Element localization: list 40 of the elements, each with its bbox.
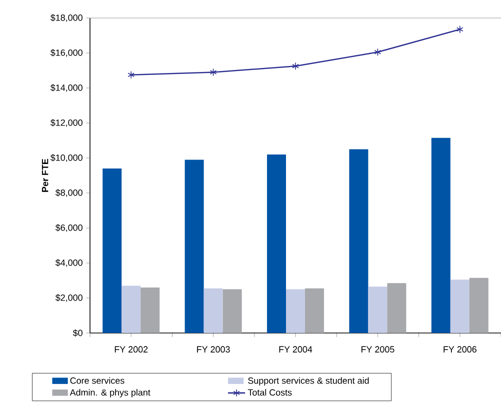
point bbox=[456, 25, 464, 34]
point bbox=[128, 70, 135, 79]
point bbox=[374, 48, 382, 56]
y-tick-label: $16,000 bbox=[50, 49, 82, 57]
legend-label: Admin. & phys plant bbox=[70, 389, 150, 398]
point bbox=[292, 62, 299, 70]
bar bbox=[450, 280, 470, 333]
bar bbox=[286, 289, 305, 333]
bar bbox=[387, 283, 406, 333]
y-tick-label: $0 bbox=[72, 329, 82, 337]
bar bbox=[204, 288, 223, 333]
x-tick-label: FY 2004 bbox=[279, 346, 312, 353]
y-tick-label: $2,000 bbox=[55, 294, 82, 302]
x-tick-label: FY 2003 bbox=[197, 346, 230, 353]
y-tick-label: $18,000 bbox=[50, 14, 82, 22]
bar bbox=[222, 289, 242, 333]
y-tick-label: $12,000 bbox=[50, 119, 82, 127]
bar bbox=[140, 288, 160, 333]
bar bbox=[368, 286, 388, 333]
bar bbox=[122, 286, 141, 333]
bar bbox=[349, 149, 368, 333]
y-tick-label: $6,000 bbox=[55, 224, 82, 232]
legend-label: Total Costs bbox=[248, 389, 292, 396]
x-tick-label: FY 2002 bbox=[114, 346, 148, 353]
x-tick-label: FY 2005 bbox=[361, 346, 394, 353]
y-tick-label: $8,000 bbox=[55, 189, 82, 197]
y-axis-title: Per FTE bbox=[42, 158, 48, 192]
bar bbox=[267, 154, 286, 333]
bar bbox=[469, 278, 488, 333]
y-tick-label: $4,000 bbox=[55, 259, 82, 267]
bar bbox=[305, 288, 324, 333]
point bbox=[210, 68, 217, 76]
bar bbox=[102, 168, 122, 333]
legend-label: Core services bbox=[70, 377, 124, 384]
bar bbox=[431, 138, 450, 333]
x-tick-label: FY 2006 bbox=[444, 346, 476, 353]
legend-label: Support services & student aid bbox=[248, 377, 369, 386]
y-tick-label: $10,000 bbox=[50, 154, 82, 162]
y-tick-label: $14,000 bbox=[50, 84, 82, 92]
bar bbox=[184, 160, 204, 333]
